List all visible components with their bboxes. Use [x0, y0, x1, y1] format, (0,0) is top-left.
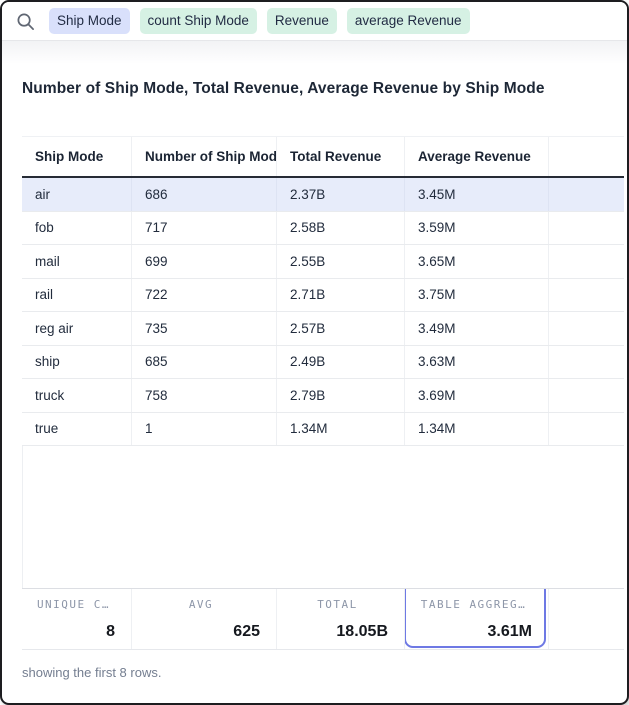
aggregate-label: AVG — [188, 598, 214, 611]
aggregate-value: 8 — [106, 623, 115, 640]
search-icon[interactable] — [16, 12, 35, 31]
table-cell[interactable]: 735 — [132, 312, 277, 345]
aggregate-cell-table-aggregate[interactable]: TABLE AGGREG… 3.61M — [405, 589, 549, 649]
table-cell[interactable]: 685 — [132, 345, 277, 378]
aggregate-label: TOTAL — [317, 598, 358, 611]
aggregate-value: 625 — [233, 623, 260, 640]
pill-revenue[interactable]: Revenue — [266, 8, 337, 34]
table-cell[interactable]: 2.79B — [277, 379, 405, 412]
table-cell[interactable]: 758 — [132, 379, 277, 412]
column-header-count[interactable]: Number of Ship Mod — [132, 137, 277, 176]
table-cell[interactable]: fob — [22, 211, 132, 244]
table-cell-empty — [549, 312, 624, 345]
table-cell[interactable]: 2.49B — [277, 345, 405, 378]
table-cell[interactable]: 1.34M — [277, 412, 405, 445]
table-header-row: Ship Mode Number of Ship Mod Total Reven… — [22, 136, 624, 178]
table-row[interactable]: mail 699 2.55B 3.65M — [22, 245, 624, 279]
table-cell[interactable]: 3.75M — [405, 278, 549, 311]
table-cell[interactable]: air — [22, 178, 132, 211]
table-row[interactable]: reg air 735 2.57B 3.49M — [22, 312, 624, 346]
table-cell-empty — [549, 379, 624, 412]
aggregate-cell-total[interactable]: TOTAL 18.05B — [277, 589, 405, 649]
table-cell[interactable]: true — [22, 412, 132, 445]
aggregate-cell-empty — [549, 589, 624, 649]
table-cell[interactable]: 3.65M — [405, 245, 549, 278]
aggregate-label: UNIQUE C… — [36, 598, 111, 611]
table-cell[interactable]: mail — [22, 245, 132, 278]
table-cell[interactable]: 3.45M — [405, 178, 549, 211]
table-cell[interactable]: 717 — [132, 211, 277, 244]
table-cell[interactable]: 722 — [132, 278, 277, 311]
table-cell[interactable]: 699 — [132, 245, 277, 278]
aggregate-value: 18.05B — [336, 623, 388, 640]
row-count-status: showing the first 8 rows. — [22, 665, 162, 680]
pill-average-revenue[interactable]: average Revenue — [346, 8, 470, 34]
table-cell[interactable]: 3.49M — [405, 312, 549, 345]
table-cell[interactable]: 3.69M — [405, 379, 549, 412]
table-cell[interactable]: ship — [22, 345, 132, 378]
page-title: Number of Ship Mode, Total Revenue, Aver… — [22, 80, 545, 97]
table-cell[interactable]: 2.57B — [277, 312, 405, 345]
aggregate-value: 3.61M — [487, 623, 532, 640]
table-cell[interactable]: 2.55B — [277, 245, 405, 278]
table-row[interactable]: ship 685 2.49B 3.63M — [22, 345, 624, 379]
table-row[interactable]: fob 717 2.58B 3.59M — [22, 211, 624, 245]
table-cell-empty — [549, 245, 624, 278]
result-card: Number of Ship Mode, Total Revenue, Aver… — [2, 64, 627, 680]
query-bar[interactable]: Ship Mode count Ship Mode Revenue averag… — [2, 2, 627, 40]
table-cell[interactable]: 2.71B — [277, 278, 405, 311]
table-cell[interactable]: 1 — [132, 412, 277, 445]
table-cell-empty — [549, 346, 624, 379]
table-cell[interactable]: 2.58B — [277, 211, 405, 244]
table-cell[interactable]: 3.59M — [405, 211, 549, 244]
table-cell[interactable]: 1.34M — [405, 412, 549, 445]
aggregate-footer-row: UNIQUE C… 8 AVG 625 TOTAL 18.05B TABLE A… — [22, 588, 624, 650]
column-header-total-revenue[interactable]: Total Revenue — [277, 137, 405, 176]
query-pills: Ship Mode count Ship Mode Revenue averag… — [49, 8, 470, 34]
results-table: Ship Mode Number of Ship Mod Total Reven… — [22, 136, 624, 650]
column-header-average-revenue[interactable]: Average Revenue — [405, 137, 549, 176]
table-body: air 686 2.37B 3.45M fob 717 2.58B 3.59M … — [22, 178, 624, 446]
table-cell[interactable]: reg air — [22, 312, 132, 345]
table-cell-empty — [549, 212, 624, 245]
table-cell[interactable]: 686 — [132, 178, 277, 211]
aggregate-cell-avg[interactable]: AVG 625 — [132, 589, 277, 649]
table-cell-empty — [549, 413, 624, 446]
table-row[interactable]: truck 758 2.79B 3.69M — [22, 379, 624, 413]
topbar-divider — [2, 40, 627, 64]
pill-count-ship-mode[interactable]: count Ship Mode — [139, 8, 257, 34]
column-header-empty — [549, 137, 624, 176]
table-cell[interactable]: rail — [22, 278, 132, 311]
table-row[interactable]: true 1 1.34M 1.34M — [22, 412, 624, 446]
table-cell-empty — [549, 279, 624, 312]
pill-ship-mode[interactable]: Ship Mode — [49, 8, 130, 34]
column-header-ship-mode[interactable]: Ship Mode — [22, 137, 132, 176]
table-cell-empty — [549, 178, 624, 211]
table-cell[interactable]: 3.63M — [405, 345, 549, 378]
aggregate-cell-unique-count[interactable]: UNIQUE C… 8 — [22, 589, 132, 649]
table-cell[interactable]: truck — [22, 379, 132, 412]
table-cell[interactable]: 2.37B — [277, 178, 405, 211]
table-empty-area — [22, 446, 624, 588]
aggregate-label: TABLE AGGREG… — [420, 598, 527, 611]
table-row[interactable]: air 686 2.37B 3.45M — [22, 178, 624, 212]
table-row[interactable]: rail 722 2.71B 3.75M — [22, 278, 624, 312]
